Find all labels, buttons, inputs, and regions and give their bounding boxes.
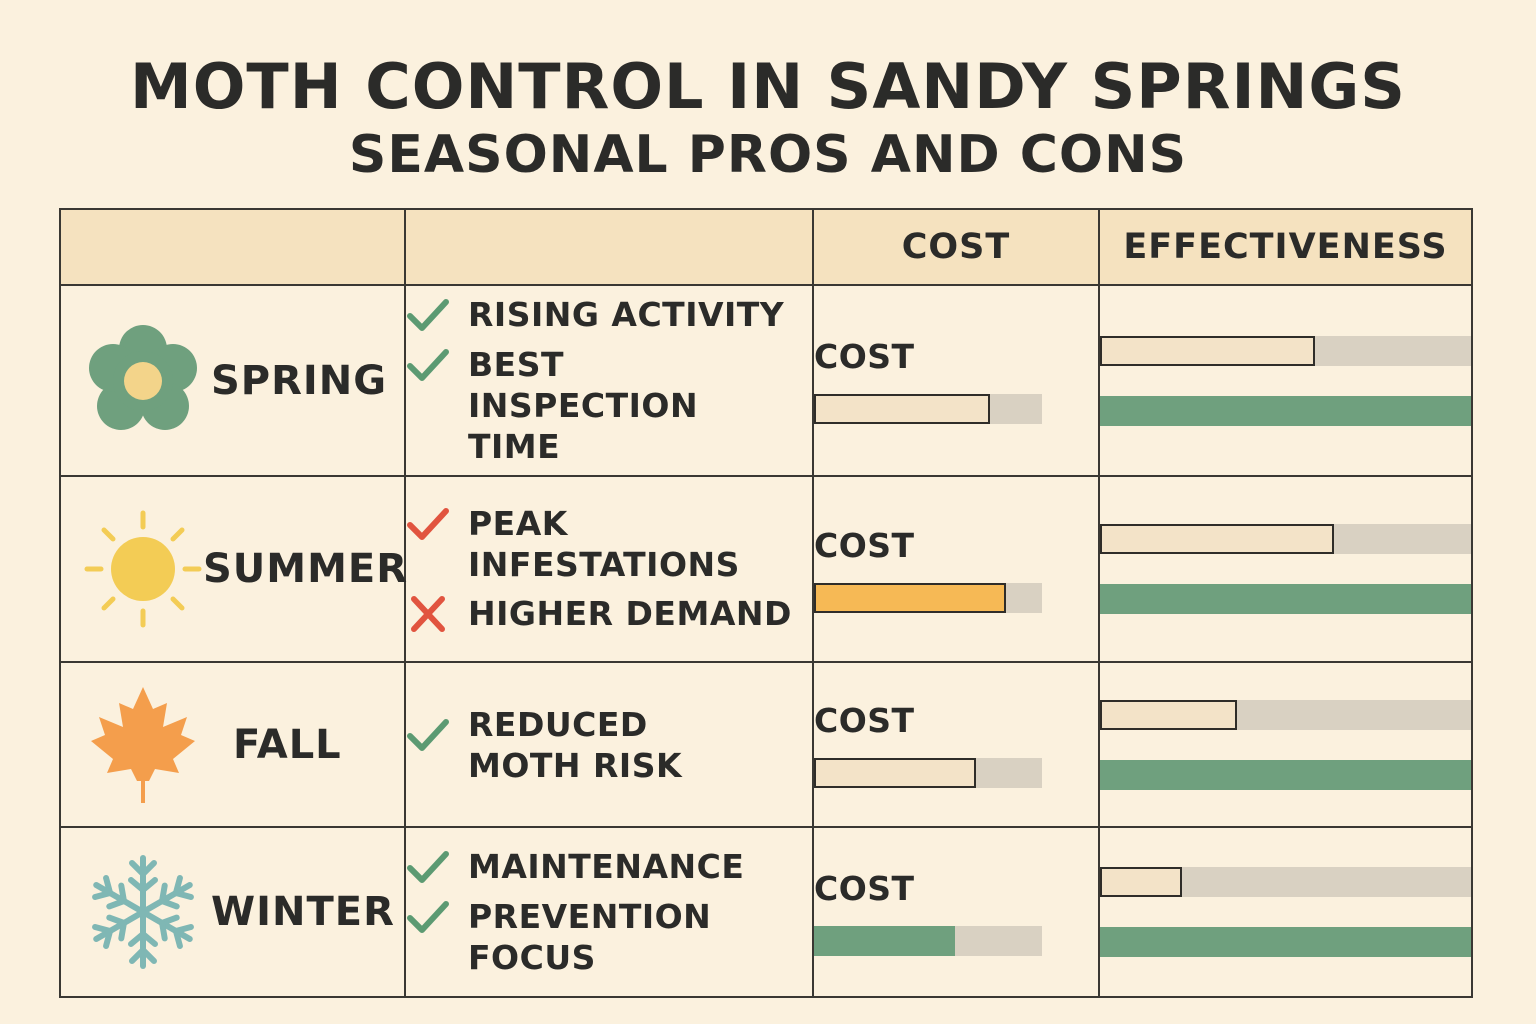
effectiveness-bar-fill: [1100, 699, 1238, 730]
effectiveness-cell: [1098, 284, 1473, 477]
check-icon: [407, 718, 449, 751]
note-text: HIGHER DEMAND: [468, 594, 792, 633]
effectiveness-bar: [1100, 699, 1471, 730]
effectiveness-cell: [1098, 661, 1473, 828]
page-title: MOTH CONTROL IN SANDY SPRINGS: [130, 50, 1406, 123]
note-item: RISING ACTIVITY: [406, 294, 812, 336]
cost-bar: [814, 394, 1042, 424]
effectiveness-bar-fill: [1100, 524, 1334, 554]
note-text: BEST INSPECTION TIME: [468, 345, 699, 466]
note-text: PEAK INFESTATIONS: [468, 504, 740, 584]
cost-cell: COST: [812, 826, 1100, 998]
cost-bar-fill: [814, 394, 990, 424]
cost-bar: [814, 582, 1042, 613]
note-text: REDUCED MOTH RISK: [468, 704, 683, 785]
season-label: SUMMER: [203, 546, 409, 592]
header-season: [59, 208, 406, 286]
effectiveness-secondary-bar: [1100, 395, 1471, 426]
cost-cell: COST: [812, 284, 1100, 477]
season-cell: WINTER: [59, 826, 406, 998]
season-label: WINTER: [211, 889, 395, 935]
table-row: FALL REDUCED MOTH RISK COST: [59, 661, 1473, 828]
header-cost: COST: [812, 208, 1100, 286]
effectiveness-secondary-fill: [1100, 927, 1471, 957]
cost-bar-fill: [814, 758, 976, 788]
check-icon: [407, 349, 449, 381]
note-item: PEAK INFESTATIONS: [406, 503, 812, 585]
effectiveness-bar: [1100, 524, 1471, 554]
note-text: PREVENTION FOCUS: [468, 897, 712, 977]
note-item: BEST INSPECTION TIME: [406, 344, 812, 467]
effectiveness-bar: [1100, 335, 1471, 366]
effectiveness-secondary-bar: [1100, 759, 1471, 790]
effectiveness-secondary-bar: [1100, 927, 1471, 957]
notes-cell: PEAK INFESTATIONS HIGHER DEMAND: [404, 475, 814, 663]
cost-bar-fill: [814, 925, 956, 956]
notes-cell: RISING ACTIVITY BEST INSPECTION TIME: [404, 284, 814, 477]
season-label: SPRING: [211, 357, 388, 404]
cost-cell: COST: [812, 661, 1100, 828]
effectiveness-secondary-fill: [1100, 759, 1471, 790]
effectiveness-cell: [1098, 475, 1473, 663]
effectiveness-secondary-fill: [1100, 395, 1471, 426]
check-icon: [407, 508, 449, 540]
sun-icon: [83, 504, 203, 634]
cost-label: COST: [814, 525, 915, 565]
effectiveness-bar: [1100, 867, 1471, 897]
table-row: SUMMER PEAK INFESTATIONS HIGHER DEMAND C…: [59, 475, 1473, 663]
table-row: SPRING RISING ACTIVITY BEST INSPECTION T…: [59, 284, 1473, 477]
note-item: REDUCED MOTH RISK: [406, 704, 812, 786]
header-notes: [404, 208, 814, 286]
snowflake-icon: [83, 847, 203, 977]
maple-leaf-icon: [83, 680, 203, 810]
header-effectiveness: EFFECTIVENESS: [1098, 208, 1473, 286]
note-text: RISING ACTIVITY: [468, 295, 785, 334]
note-text: MAINTENANCE: [468, 847, 745, 886]
notes-cell: REDUCED MOTH RISK: [404, 661, 814, 828]
cost-label: COST: [814, 701, 915, 740]
seasonal-table: COST EFFECTIVENESS: [59, 208, 1473, 998]
page-subtitle: SEASONAL PROS AND CONS: [348, 125, 1188, 185]
effectiveness-bar-fill: [1100, 335, 1316, 366]
cost-label: COST: [814, 337, 915, 376]
season-cell: SUMMER: [59, 475, 409, 663]
check-icon: [407, 851, 449, 883]
note-item: MAINTENANCE: [406, 846, 812, 888]
season-cell: FALL: [59, 661, 406, 828]
cost-bar-fill: [814, 582, 1006, 613]
table-row: WINTER MAINTENANCE PREVENTION FOCUS COST: [59, 826, 1473, 998]
effectiveness-bar-fill: [1100, 867, 1182, 897]
cross-icon: [411, 596, 445, 632]
check-icon: [407, 299, 449, 331]
cost-bar: [814, 758, 1042, 788]
season-label: FALL: [233, 721, 342, 768]
effectiveness-cell: [1098, 826, 1473, 998]
check-icon: [407, 901, 449, 933]
cost-bar: [814, 925, 1042, 956]
effectiveness-secondary-fill: [1100, 584, 1471, 614]
effectiveness-secondary-bar: [1100, 584, 1471, 614]
flower-icon: [83, 316, 203, 446]
cost-cell: COST: [812, 475, 1100, 663]
note-item: HIGHER DEMAND: [406, 593, 812, 635]
season-cell: SPRING: [59, 284, 406, 477]
notes-cell: MAINTENANCE PREVENTION FOCUS: [404, 826, 814, 998]
header-row: COST EFFECTIVENESS: [59, 208, 1473, 286]
note-item: PREVENTION FOCUS: [406, 896, 812, 978]
cost-label: COST: [814, 868, 915, 908]
